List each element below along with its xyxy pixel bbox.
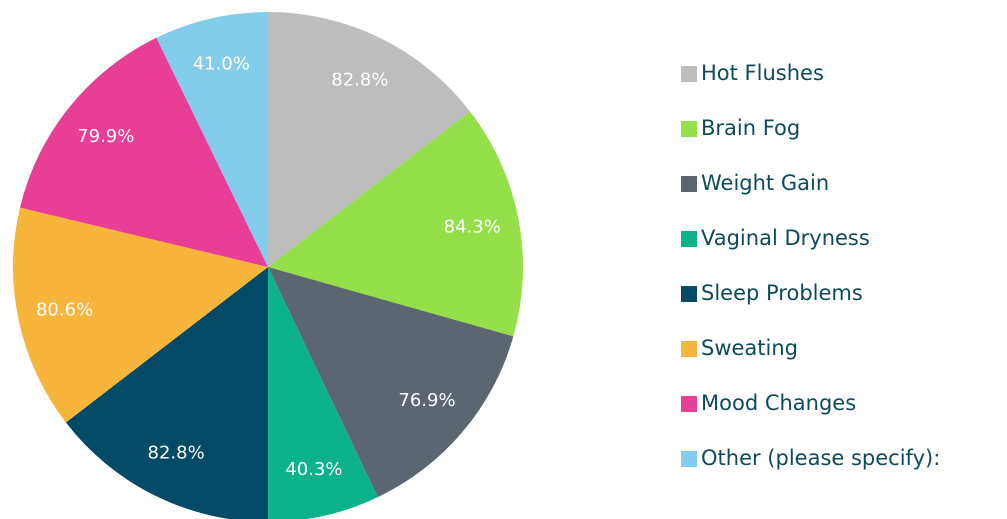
pie-slice	[12, 207, 268, 423]
legend-swatch	[681, 231, 697, 247]
data-label: 40.3%	[285, 459, 342, 480]
legend-label: Hot Flushes	[701, 61, 824, 85]
data-label: 76.9%	[398, 390, 455, 411]
data-label: 82.8%	[331, 69, 388, 90]
data-label: 82.8%	[148, 443, 205, 464]
pie-slice	[268, 267, 514, 498]
legend-label: Brain Fog	[701, 116, 800, 140]
legend-label: Sweating	[701, 336, 798, 360]
data-label: 84.3%	[444, 217, 501, 238]
legend-swatch	[681, 66, 697, 82]
legend-swatch	[681, 396, 697, 412]
pie-slice	[268, 267, 378, 519]
legend-label: Sleep Problems	[701, 281, 863, 305]
legend-swatch	[681, 286, 697, 302]
legend-swatch	[681, 341, 697, 357]
legend-label: Weight Gain	[701, 171, 829, 195]
legend-swatch	[681, 176, 697, 192]
legend-label: Other (please specify):	[701, 446, 940, 470]
legend-swatch	[681, 451, 697, 467]
data-label: 41.0%	[193, 53, 250, 74]
pie-slice	[268, 12, 471, 267]
pie-slice	[65, 267, 268, 519]
data-label: 80.6%	[36, 299, 93, 320]
pie-slice	[156, 12, 268, 267]
pie-slice	[268, 111, 523, 337]
legend-label: Vaginal Dryness	[701, 226, 870, 250]
data-label: 79.9%	[77, 126, 134, 147]
legend-swatch	[681, 121, 697, 137]
pie-slice	[19, 37, 268, 268]
legend-label: Mood Changes	[701, 391, 856, 415]
